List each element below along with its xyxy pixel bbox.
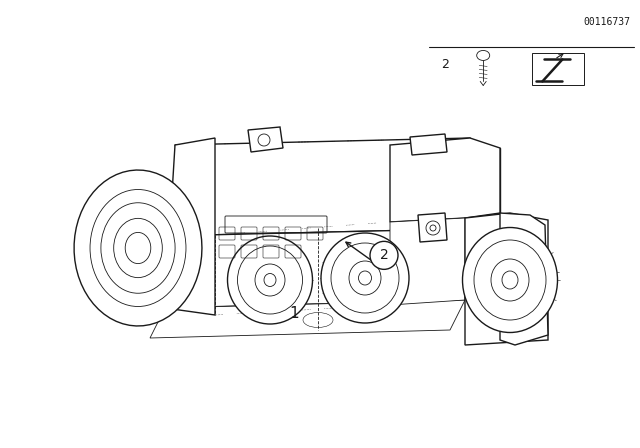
Polygon shape <box>390 138 500 222</box>
Polygon shape <box>165 228 500 308</box>
Polygon shape <box>418 213 447 242</box>
Polygon shape <box>390 218 465 305</box>
Ellipse shape <box>227 236 312 324</box>
Polygon shape <box>248 127 283 152</box>
Ellipse shape <box>477 51 490 60</box>
Text: 2: 2 <box>441 58 449 72</box>
Polygon shape <box>150 300 465 338</box>
Circle shape <box>370 241 398 269</box>
Polygon shape <box>500 213 548 345</box>
Ellipse shape <box>463 228 557 332</box>
Polygon shape <box>74 170 202 326</box>
Polygon shape <box>175 138 500 235</box>
Text: 2: 2 <box>380 248 388 263</box>
Text: 1: 1 <box>289 306 300 321</box>
Ellipse shape <box>321 233 409 323</box>
Polygon shape <box>165 138 215 315</box>
Text: 00116737: 00116737 <box>584 17 630 26</box>
Polygon shape <box>410 134 447 155</box>
Polygon shape <box>465 213 548 345</box>
